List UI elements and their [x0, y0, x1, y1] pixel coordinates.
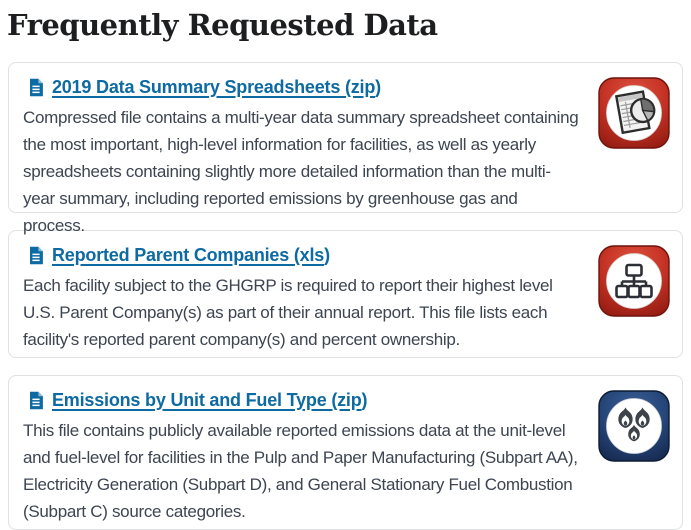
file-document-icon: [30, 391, 43, 409]
file-document-icon: [30, 78, 43, 96]
card-content: Emissions by Unit and Fuel Type (zip) Th…: [23, 389, 582, 525]
frequently-requested-data-list: 2019 Data Summary Spreadsheets (zip) Com…: [8, 62, 683, 530]
spreadsheet-pie-chart-icon: [598, 77, 670, 149]
flames-icon: [598, 390, 670, 462]
card-data-summary-spreadsheets: 2019 Data Summary Spreadsheets (zip) Com…: [8, 62, 683, 235]
card-heading: 2019 Data Summary Spreadsheets (zip): [29, 76, 582, 98]
file-document-icon: [30, 246, 43, 264]
link-trail-paren: ): [361, 389, 368, 410]
card-reported-parent-companies: Reported Parent Companies (xls) Each fac…: [8, 230, 683, 358]
card-heading: Reported Parent Companies (xls): [29, 244, 582, 266]
data-summary-spreadsheets-link[interactable]: 2019 Data Summary Spreadsheets (zip: [52, 76, 376, 97]
card-content: Reported Parent Companies (xls) Each fac…: [23, 244, 582, 353]
link-trail-paren: ): [375, 76, 382, 97]
card-emissions-by-unit-fuel: Emissions by Unit and Fuel Type (zip) Th…: [8, 375, 683, 530]
card-content: 2019 Data Summary Spreadsheets (zip) Com…: [23, 76, 582, 239]
reported-parent-companies-link[interactable]: Reported Parent Companies (xls: [52, 244, 325, 265]
link-trail-paren: ): [324, 244, 331, 265]
card-description: This file contains publicly available re…: [23, 421, 578, 521]
page-title: Frequently Requested Data: [7, 8, 438, 42]
emissions-by-unit-fuel-link[interactable]: Emissions by Unit and Fuel Type (zip: [52, 389, 362, 410]
card-description: Each facility subject to the GHGRP is re…: [23, 276, 553, 349]
card-heading: Emissions by Unit and Fuel Type (zip): [29, 389, 582, 411]
card-description: Compressed file contains a multi-year da…: [23, 108, 579, 235]
org-chart-icon: [598, 245, 670, 317]
